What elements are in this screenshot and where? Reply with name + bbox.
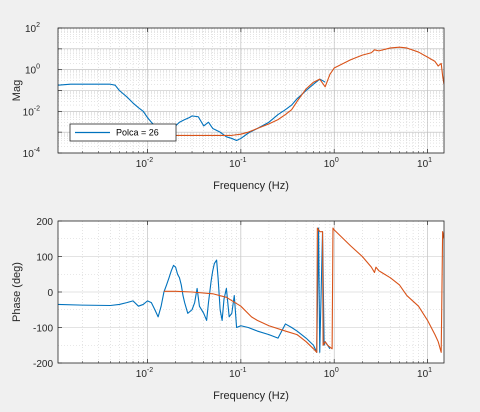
magnitude-minor-grid (58, 28, 444, 153)
x-tick-label: 101 (417, 367, 432, 380)
magnitude-series (58, 46, 444, 142)
phase-y-axis-label: Phase (deg) (11, 262, 23, 322)
magnitude-axes: 10-2 10-1 100 101 10-4 10-2 100 102 Frequency … (11, 22, 445, 192)
magnitude-x-tick-labels: 10-2 10-1 100 101 (136, 157, 432, 170)
magnitude-y-axis-label: Mag (11, 80, 23, 101)
phase-series-line-2 (163, 227, 444, 353)
y-tick-label: 10-4 (23, 147, 40, 160)
y-tick-label: 200 (36, 217, 53, 228)
magnitude-y-tick-labels: 10-4 10-2 100 102 (23, 22, 40, 160)
y-tick-label: 100 (25, 64, 40, 77)
legend-entry-label: Polca = 26 (116, 128, 159, 138)
x-tick-label: 100 (324, 157, 339, 170)
legend[interactable]: Polca = 26 (69, 123, 177, 142)
x-tick-label: 10-2 (136, 157, 153, 170)
phase-series (58, 227, 444, 353)
phase-series-line-1 (58, 227, 331, 353)
legend-box (69, 123, 177, 142)
magnitude-x-axis-label: Frequency (Hz) (213, 180, 289, 192)
x-tick-label: 10-1 (229, 367, 246, 380)
x-tick-label: 101 (417, 157, 432, 170)
phase-x-axis-label: Frequency (Hz) (213, 390, 289, 402)
phase-y-tick-labels: -200 -100 0 100 200 (33, 217, 53, 370)
phase-minor-grid (58, 221, 444, 363)
x-tick-label: 100 (324, 367, 339, 380)
magnitude-ticks (58, 27, 428, 154)
phase-axes: 10-2 10-1 100 101 -200 -100 0 100 200 Frequency… (11, 217, 445, 402)
y-tick-label: 102 (25, 22, 40, 35)
phase-x-tick-labels: 10-2 10-1 100 101 (136, 367, 432, 380)
y-tick-label: -100 (33, 324, 53, 335)
phase-ticks (58, 220, 428, 364)
y-tick-label: 10-2 (23, 105, 40, 118)
magnitude-series-line-2 (163, 46, 444, 136)
y-tick-label: -200 (33, 359, 53, 370)
x-tick-label: 10-2 (136, 367, 153, 380)
magnitude-series-line-1 (58, 78, 326, 142)
y-tick-label: 100 (36, 253, 53, 264)
x-tick-label: 10-1 (229, 157, 246, 170)
y-tick-label: 0 (47, 288, 53, 299)
